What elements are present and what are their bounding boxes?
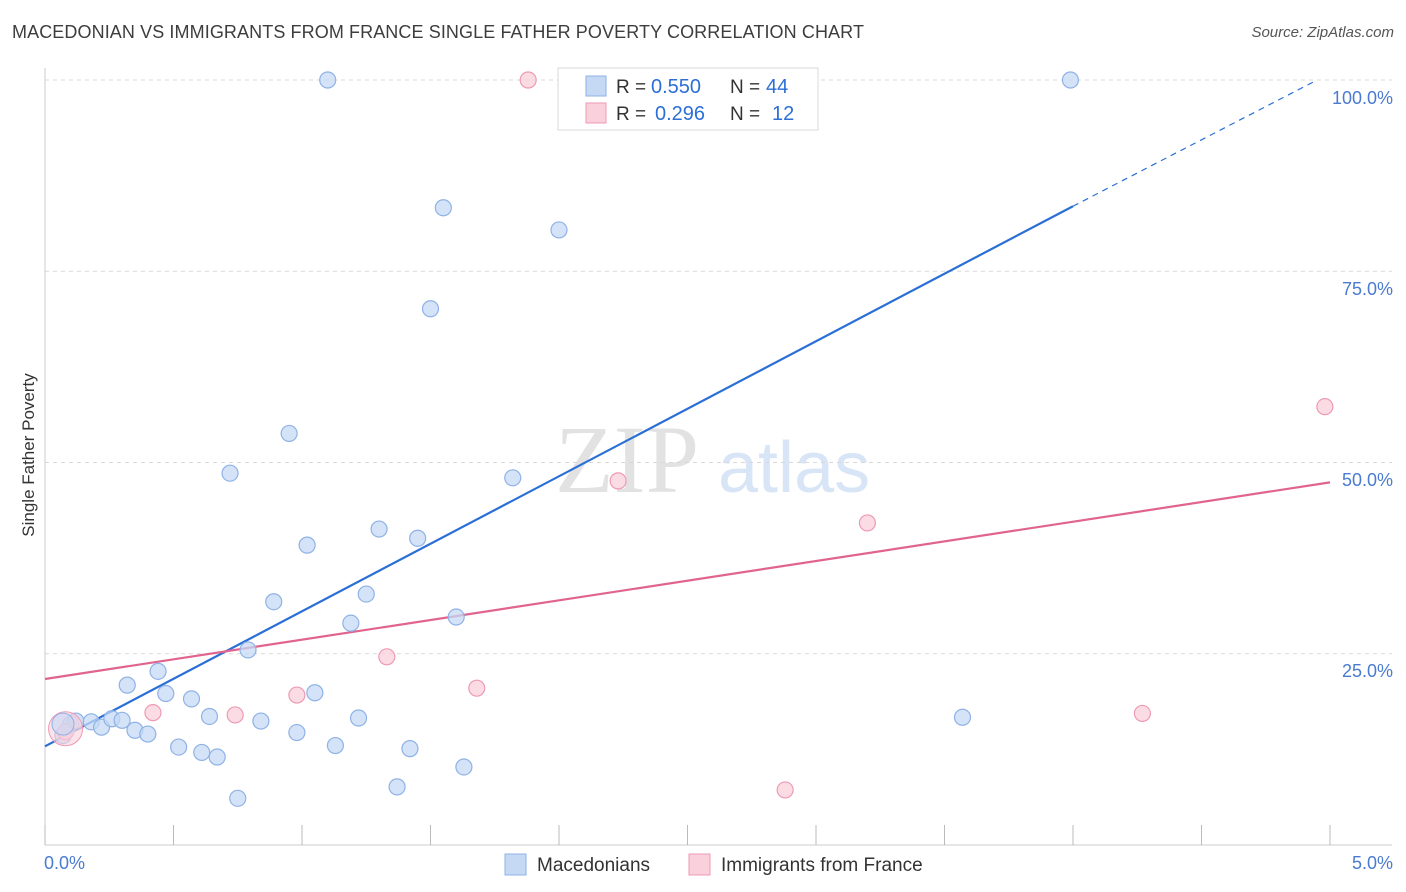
axes <box>44 68 1392 846</box>
macedonian-point-12 <box>170 738 188 756</box>
macedonian-point-28 <box>342 614 360 632</box>
bottom-legend-macedonians: Macedonians <box>537 855 650 876</box>
macedonian-point-32 <box>388 778 406 796</box>
macedonian-point-9 <box>139 725 157 743</box>
macedonian-point-39 <box>504 469 522 487</box>
macedonian-point-16 <box>208 748 226 766</box>
grid <box>45 79 1392 655</box>
macedonian-point-40 <box>550 221 568 239</box>
macedonian-point-21 <box>265 593 283 611</box>
france-point-1 <box>144 704 162 722</box>
legend-swatch-pink <box>585 102 607 124</box>
france-point-8 <box>776 781 794 799</box>
macedonian-point-11 <box>157 684 175 703</box>
macedonian-point-13 <box>182 690 201 708</box>
legend-r-label-2: R = <box>616 104 646 125</box>
bottom-legend-france: Immigrants from France <box>721 855 923 876</box>
macedonian-point-43 <box>1061 71 1080 89</box>
y-tick-25: 25.0% <box>1342 661 1393 681</box>
bottom-legend-swatch-blue <box>504 853 527 876</box>
macedonian-point-26 <box>319 71 337 89</box>
macedonian-point-10 <box>149 662 167 680</box>
legend-n-value-1: 44 <box>766 76 788 98</box>
series-legend: Macedonians Immigrants from France <box>504 853 923 876</box>
source-label: Source: ZipAtlas.com <box>1251 24 1394 41</box>
macedonian-point-18 <box>229 789 247 807</box>
x-tick-min: 0.0% <box>44 853 85 873</box>
macedonian-trend-line <box>44 205 1074 748</box>
macedonian-point-19 <box>239 641 257 659</box>
macedonian-trend-extension <box>1072 79 1318 207</box>
y-tick-100: 100.0% <box>1332 88 1393 108</box>
bottom-legend-swatch-pink <box>688 853 711 876</box>
france-point-9 <box>858 514 877 532</box>
macedonian-point-24 <box>298 536 316 554</box>
y-tick-75: 75.0% <box>1342 279 1393 299</box>
legend-n-label-2: N = <box>730 104 760 125</box>
macedonian-point-7 <box>118 676 136 694</box>
macedonian-point-38 <box>455 758 473 776</box>
macedonian-point-22 <box>280 424 298 443</box>
macedonian-point-29 <box>349 709 368 727</box>
correlation-legend: R = 0.550 N = 44 R = 0.296 N = 12 <box>557 67 819 131</box>
legend-r-value-1: 0.550 <box>651 76 701 98</box>
macedonian-point-6 <box>113 711 131 729</box>
macedonian-point-42 <box>953 708 972 726</box>
y-tick-50: 50.0% <box>1342 470 1393 490</box>
legend-n-value-2: 12 <box>772 103 794 125</box>
macedonian-point-31 <box>370 520 388 538</box>
france-point-4 <box>378 648 396 666</box>
macedonian-point-25 <box>306 684 324 702</box>
france-point-10 <box>1133 704 1151 723</box>
macedonian-point-37 <box>447 608 465 626</box>
data-points <box>48 71 1334 807</box>
macedonian-point-17 <box>221 464 239 482</box>
macedonian-point-27 <box>326 736 345 755</box>
macedonian-point-35 <box>421 300 440 318</box>
legend-r-value-2: 0.296 <box>655 103 705 125</box>
chart-title: MACEDONIAN VS IMMIGRANTS FROM FRANCE SIN… <box>12 22 865 42</box>
y-axis-label: Single Father Poverty <box>19 373 38 537</box>
watermark-zip: ZIP <box>555 406 699 513</box>
macedonian-point-33 <box>401 740 419 758</box>
macedonian-point-23 <box>288 723 306 742</box>
macedonian-point-36 <box>434 199 452 217</box>
france-point-7 <box>609 472 627 490</box>
legend-n-label-1: N = <box>730 77 760 98</box>
france-point-2 <box>226 706 244 724</box>
macedonian-point-30 <box>357 585 375 603</box>
france-point-5 <box>468 679 486 697</box>
legend-swatch-blue <box>585 75 607 97</box>
france-point-11 <box>1316 398 1334 416</box>
france-trend-line <box>44 481 1331 681</box>
macedonian-cluster-point <box>51 712 75 736</box>
france-point-6 <box>519 71 537 89</box>
france-point-3 <box>288 686 306 704</box>
macedonian-point-20 <box>252 712 270 730</box>
watermark-atlas: atlas <box>718 428 870 508</box>
macedonian-point-34 <box>409 529 427 547</box>
macedonian-point-14 <box>193 743 211 762</box>
legend-r-label-1: R = <box>616 77 646 98</box>
x-tick-max: 5.0% <box>1352 853 1393 873</box>
macedonian-point-15 <box>200 707 219 726</box>
trend-lines <box>44 79 1331 748</box>
